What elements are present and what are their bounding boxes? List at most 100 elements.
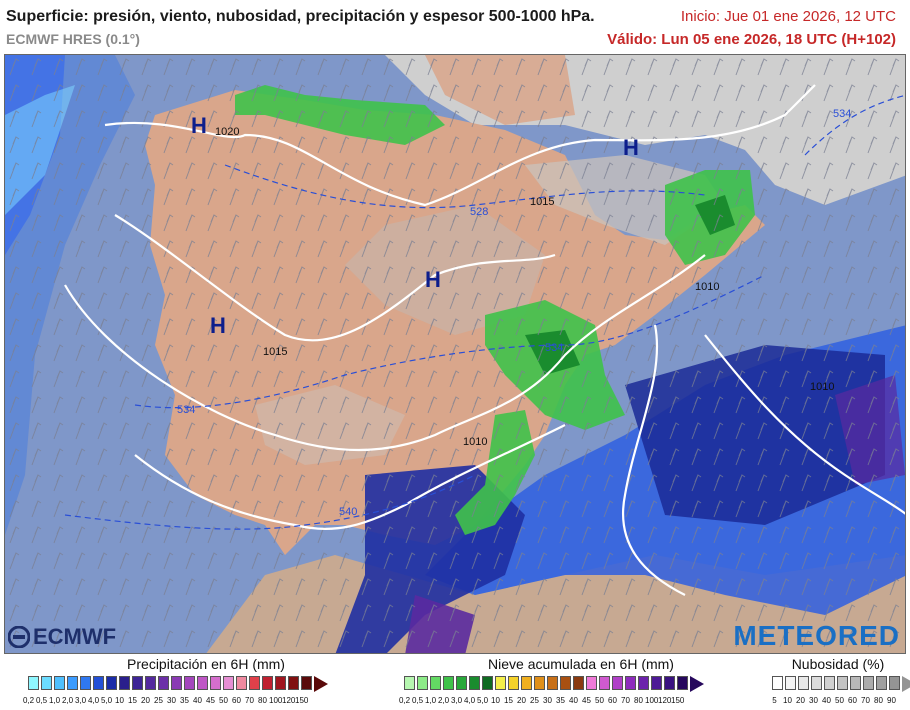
precip-swatch (197, 676, 208, 690)
precip-tick-label: 1,0 (48, 696, 61, 705)
cloud-tick-label: 40 (822, 696, 831, 705)
precip-swatch (28, 676, 39, 690)
precip-swatch (236, 676, 247, 690)
cloud-swatch (863, 676, 874, 690)
wind-barbs (5, 55, 905, 653)
snow-swatch (586, 676, 597, 690)
precip-swatch (119, 676, 130, 690)
thickness-label: 540 (339, 506, 357, 518)
cloud-ticks: 5 10 20 30 40 50 60 70 80 90 (768, 696, 898, 705)
precip-tick-label: 80 (258, 696, 267, 705)
snow-tick-label: 4,0 (463, 696, 476, 705)
snow-tick-label: 3,0 (450, 696, 463, 705)
isobar-label: 1015 (263, 346, 287, 358)
high-label-1: H (191, 113, 207, 138)
cloud-swatch (889, 676, 900, 690)
snow-tick-label: 60 (608, 696, 617, 705)
cloud-swatch (785, 676, 796, 690)
cloud-tick-label: 30 (809, 696, 818, 705)
precip-tick-label: 100 (269, 696, 283, 705)
precip-tick-label: 150 (295, 696, 309, 705)
snow-tick-label: 150 (671, 696, 685, 705)
precip-tick-label: 70 (245, 696, 254, 705)
snow-tick-label: 25 (530, 696, 539, 705)
isobar-label: 1010 (810, 381, 834, 393)
precip-legend: Precipitación en 6H (mm) 0,2 0,5 1,0 2,0 3,0… (23, 656, 386, 710)
snow-tick-label: 20 (517, 696, 526, 705)
snow-swatch (612, 676, 623, 690)
snow-swatch (625, 676, 636, 690)
snow-tick-label: 40 (569, 696, 578, 705)
precip-overflow-arrow (314, 676, 328, 692)
high-label-4: H (210, 313, 226, 338)
precip-tick-label: 45 (206, 696, 215, 705)
thickness-label: 528 (470, 206, 488, 218)
model-label: ECMWF HRES (0.1°) (6, 31, 140, 47)
snow-swatch (677, 676, 688, 690)
snow-swatch (560, 676, 571, 690)
snow-swatch (495, 676, 506, 690)
snow-swatch (521, 676, 532, 690)
cloud-legend: Nubosidad (%) 5 10 20 30 40 50 60 70 80 90 (768, 656, 910, 710)
precip-swatch (80, 676, 91, 690)
precip-tick-label: 60 (232, 696, 241, 705)
high-label-3: H (425, 267, 441, 292)
precip-tick-label: 50 (219, 696, 228, 705)
precip-swatch (249, 676, 260, 690)
precip-swatch (275, 676, 286, 690)
snow-tick-label: 120 (658, 696, 672, 705)
isobar-label: 1015 (530, 196, 554, 208)
high-label-2: H (623, 135, 639, 160)
precip-swatch (210, 676, 221, 690)
meteored-logo: METEORED (733, 620, 900, 651)
isobar-label: 1010 (695, 281, 719, 293)
precip-tick-label: 40 (193, 696, 202, 705)
cloud-swatch (837, 676, 848, 690)
snow-swatch (456, 676, 467, 690)
snow-tick-label: 50 (595, 696, 604, 705)
cloud-swatch (824, 676, 835, 690)
precip-swatch (184, 676, 195, 690)
snow-tick-label: 70 (621, 696, 630, 705)
precip-swatch (301, 676, 312, 690)
snow-swatch (547, 676, 558, 690)
precip-tick-label: 5,0 (100, 696, 113, 705)
snow-tick-label: 5,0 (476, 696, 489, 705)
snow-legend: Nieve acumulada en 6H (mm) 0,2 0,5 1,0 2,0 3… (399, 656, 762, 710)
cloud-tick-label: 20 (796, 696, 805, 705)
precip-tick-label: 0,2 (22, 696, 35, 705)
precip-swatch (171, 676, 182, 690)
snow-legend-title: Nieve acumulada en 6H (mm) (488, 656, 674, 672)
precip-legend-title: Precipitación en 6H (mm) (127, 656, 285, 672)
cloud-tick-label: 80 (874, 696, 883, 705)
precip-tick-label: 35 (180, 696, 189, 705)
header: Superficie: presión, viento, nubosidad, … (0, 0, 910, 52)
precip-swatch (106, 676, 117, 690)
snow-tick-label: 10 (491, 696, 500, 705)
snow-swatch (404, 676, 415, 690)
snow-swatch (417, 676, 428, 690)
cloud-tick-label: 60 (848, 696, 857, 705)
precip-swatch (132, 676, 143, 690)
cloud-overflow-arrow (902, 676, 910, 692)
precip-tick-label: 25 (154, 696, 163, 705)
snow-overflow-arrow (690, 676, 704, 692)
cloud-legend-title: Nubosidad (%) (791, 656, 885, 672)
snow-swatch (573, 676, 584, 690)
cloud-tick-label: 90 (887, 696, 896, 705)
snow-tick-label: 30 (543, 696, 552, 705)
thickness-label: 534 (545, 342, 563, 354)
snow-swatches (404, 676, 704, 692)
snow-tick-label: 15 (504, 696, 513, 705)
snow-swatch (664, 676, 675, 690)
thickness-label: 534 (177, 404, 195, 416)
thickness-lines (64, 94, 905, 530)
isobar-label: 1020 (215, 126, 239, 138)
precip-tick-label: 4,0 (87, 696, 100, 705)
weather-map[interactable]: H H H H 1020 1015 1015 1010 1010 1010 52… (4, 54, 906, 654)
snow-swatch (638, 676, 649, 690)
snow-swatch (599, 676, 610, 690)
isobar-label: 1010 (463, 436, 487, 448)
snow-tick-label: 0,5 (411, 696, 424, 705)
run-time: Inicio: Jue 01 ene 2026, 12 UTC (680, 8, 896, 25)
